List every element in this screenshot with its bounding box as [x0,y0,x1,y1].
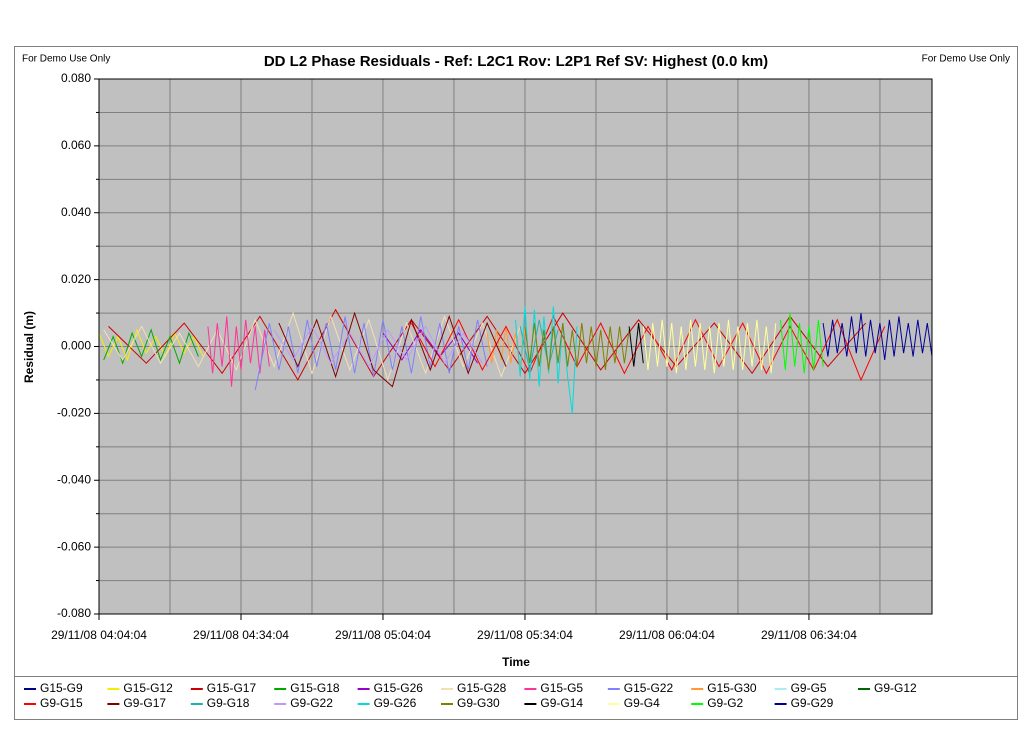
legend-label: G15-G12 [123,681,173,695]
y-tick-label: 0.080 [61,71,91,85]
x-tick-label: 29/11/08 05:04:04 [335,628,431,642]
series-line [642,319,777,374]
legend-label: G9-G26 [374,696,417,710]
legend-label: G9-G5 [791,681,827,695]
legend-label: G9-G2 [707,696,743,710]
legend-label: G15-G5 [540,681,583,695]
legend-label: G9-G30 [457,696,500,710]
legend-label: G9-G22 [290,696,333,710]
series-group [98,306,933,414]
legend-label: G15-G28 [457,681,507,695]
legend-label: G15-G18 [290,681,340,695]
series-line [780,313,824,374]
legend-label: G15-G30 [707,681,757,695]
y-axis-title: Residual (m) [22,311,36,383]
series-line [207,316,270,387]
legend-label: G9-G18 [207,696,250,710]
legend-label: G9-G14 [540,696,583,710]
series-line [382,328,479,364]
y-tick-label: 0.060 [61,138,91,152]
demo-note-left: For Demo Use Only [22,54,110,65]
legend-label: G15-G17 [207,681,257,695]
series-line [108,308,867,381]
x-tick-label: 29/11/08 05:34:04 [477,628,573,642]
y-tick-label: -0.060 [57,539,91,553]
legend-label: G9-G12 [874,681,917,695]
legend-label: G15-G22 [624,681,674,695]
x-tick-label: 29/11/08 04:34:04 [193,628,289,642]
y-tick-label: -0.040 [57,472,91,486]
x-tick-label: 29/11/08 04:04:04 [51,628,147,642]
y-tick-label: -0.020 [57,406,91,420]
x-axis-title: Time [502,655,530,669]
series-line [822,313,933,360]
legend-label: G9-G29 [791,696,834,710]
y-tick-label: 0.000 [61,339,91,353]
plot-border [98,78,933,615]
y-tick-label: 0.020 [61,272,91,286]
legend-label: G9-G4 [624,696,660,710]
series-line [103,311,521,382]
series-line [524,323,630,370]
y-tick-label: 0.040 [61,205,91,219]
legend-label: G15-G9 [40,681,83,695]
x-tick-label: 29/11/08 06:04:04 [619,628,715,642]
series-line [254,316,488,391]
legend-label: G9-G17 [123,696,166,710]
series-line [628,323,644,367]
legend-label: G9-G15 [40,696,83,710]
legend-label: G15-G26 [374,681,424,695]
x-tick-label: 29/11/08 06:34:04 [761,628,857,642]
y-tick-label: -0.080 [57,606,91,620]
series-line [515,306,578,414]
demo-note-right: For Demo Use Only [922,54,1010,65]
series-line [278,311,507,388]
series-line [519,319,559,371]
series-line [273,325,483,368]
chart-title: DD L2 Phase Residuals - Ref: L2C1 Rov: L… [264,53,768,70]
